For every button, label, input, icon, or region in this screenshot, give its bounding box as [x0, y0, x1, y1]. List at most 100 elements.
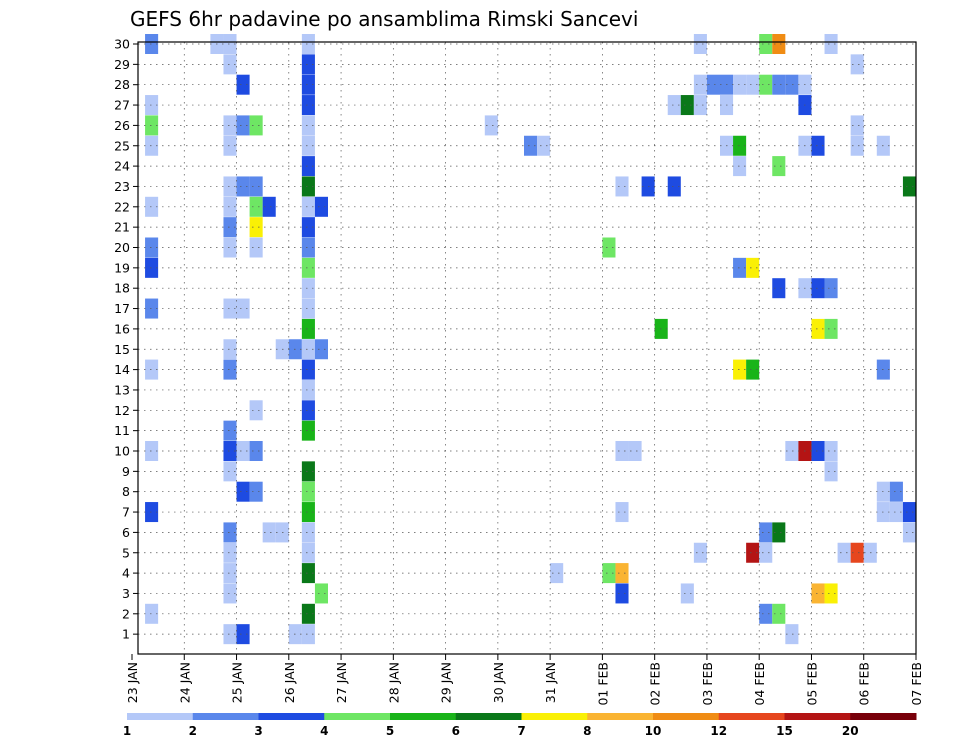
heatmap-cell — [746, 257, 760, 278]
y-tick-label: 20 — [114, 240, 130, 255]
colorbar-label: 7 — [517, 724, 525, 738]
heatmap-cell — [223, 563, 237, 584]
heatmap-cell — [301, 95, 315, 116]
heatmap-cell — [667, 176, 681, 197]
x-tick-label: 05 FEB — [804, 662, 819, 706]
heatmap-cell — [301, 603, 315, 624]
heatmap-cell — [733, 359, 747, 380]
y-tick-label: 10 — [114, 444, 130, 459]
heatmap-cell — [680, 95, 694, 116]
heatmap-cell — [615, 502, 629, 523]
heatmap-cell — [223, 359, 237, 380]
heatmap-cell — [223, 196, 237, 217]
heatmap-cell — [223, 522, 237, 543]
heatmap-cell — [236, 74, 250, 95]
heatmap-cell — [759, 542, 773, 563]
colorbar-label: 15 — [776, 724, 793, 738]
heatmap-cell — [145, 237, 159, 258]
heatmap-cell — [145, 257, 159, 278]
heatmap-cell — [902, 176, 916, 197]
heatmap-cell — [484, 115, 498, 136]
colorbar-label: 8 — [583, 724, 591, 738]
heatmap-cell — [301, 318, 315, 339]
y-tick-label: 17 — [114, 301, 130, 316]
y-tick-label: 30 — [114, 37, 130, 52]
heatmap-cell — [824, 278, 838, 299]
heatmap-cell — [223, 339, 237, 360]
heatmap-cell — [537, 135, 551, 156]
heatmap-cell — [759, 74, 773, 95]
colorbar-label: 6 — [452, 724, 460, 738]
heatmap-cell — [301, 54, 315, 75]
x-tick-label: 31 JAN — [543, 662, 558, 703]
x-tick-label: 04 FEB — [752, 662, 767, 706]
y-tick-label: 8 — [122, 484, 130, 499]
y-tick-label: 26 — [114, 118, 130, 133]
heatmap-cell — [223, 542, 237, 563]
heatmap-cell — [772, 522, 786, 543]
y-tick-label: 14 — [114, 362, 130, 377]
y-tick-label: 25 — [114, 138, 130, 153]
heatmap-cell — [301, 420, 315, 441]
heatmap-cell — [824, 461, 838, 482]
heatmap-cell — [301, 298, 315, 319]
heatmap-cell — [301, 115, 315, 136]
heatmap-cell — [772, 74, 786, 95]
y-axis: 1234567891011121314151617181920212223242… — [114, 37, 138, 642]
heatmap-cell — [301, 135, 315, 156]
colorbar-segment — [784, 713, 851, 720]
heatmap-cell — [223, 54, 237, 75]
y-tick-label: 19 — [114, 260, 130, 275]
heatmap-cell — [301, 74, 315, 95]
heatmap-cell — [693, 95, 707, 116]
heatmap-cell — [223, 441, 237, 461]
heatmap-cell — [249, 441, 263, 461]
colorbar-label: 4 — [320, 724, 328, 738]
heatmap-cell — [811, 278, 825, 299]
heatmap-cell — [301, 563, 315, 584]
heatmap-cell — [301, 461, 315, 482]
plot-area — [137, 41, 917, 655]
heatmap-cell — [824, 583, 838, 604]
heatmap-cell — [785, 624, 799, 645]
heatmap-cell — [301, 481, 315, 502]
heatmap-cell — [249, 196, 263, 217]
heatmap-cell — [785, 74, 799, 95]
y-tick-label: 4 — [122, 566, 130, 581]
heatmap-cell — [301, 542, 315, 563]
heatmap-cell — [249, 115, 263, 136]
heatmap-cell — [301, 379, 315, 400]
x-tick-label: 23 JAN — [125, 662, 140, 703]
y-tick-label: 5 — [122, 545, 130, 560]
heatmap-cell — [249, 400, 263, 421]
grid-lines — [138, 42, 916, 654]
heatmap-cell — [223, 217, 237, 238]
heatmap-cell — [615, 176, 629, 197]
colorbar-label: 20 — [842, 724, 859, 738]
heatmap-cell — [759, 522, 773, 543]
heatmap-cell — [733, 135, 747, 156]
heatmap-cell — [602, 563, 616, 584]
heatmap-cell — [615, 583, 629, 604]
y-tick-label: 6 — [122, 525, 130, 540]
heatmap-cell — [706, 74, 720, 95]
heatmap-cell — [301, 278, 315, 299]
heatmap-cell — [236, 481, 250, 502]
heatmap-cell — [145, 441, 159, 461]
heatmap-cell — [667, 95, 681, 116]
heatmap-cell — [772, 278, 786, 299]
heatmap-cell — [850, 115, 864, 136]
x-tick-label: 02 FEB — [648, 662, 663, 706]
heatmap-cell — [680, 583, 694, 604]
heatmap-cell — [746, 359, 760, 380]
heatmap-cell — [262, 196, 276, 217]
heatmap-cell — [145, 502, 159, 523]
x-tick-label: 29 JAN — [439, 662, 454, 703]
colorbar-label: 3 — [254, 724, 262, 738]
heatmap-cell — [902, 502, 916, 523]
colorbar-segment — [718, 713, 785, 720]
x-axis: 23 JAN 24 JAN 25 JAN 26 JAN 27 JAN 28 JAN 29 J… — [125, 654, 924, 706]
heatmap-cells — [145, 34, 916, 645]
x-tick-label: 27 JAN — [334, 662, 349, 703]
x-tick-label: 30 JAN — [491, 662, 506, 703]
